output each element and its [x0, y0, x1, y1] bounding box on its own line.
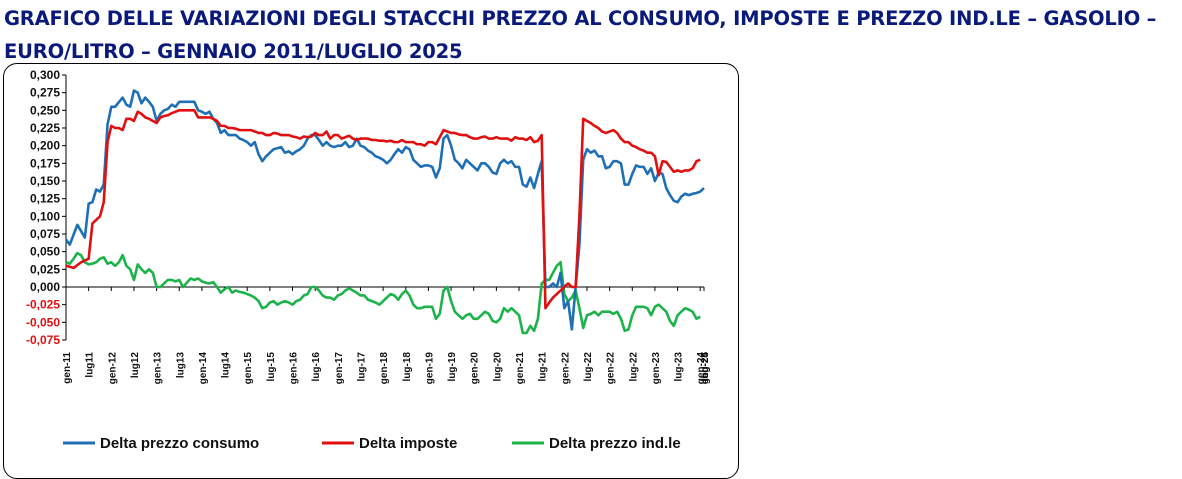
x-tick-label: gen-20 — [470, 352, 481, 385]
y-tick-label: -0,075 — [26, 333, 60, 347]
legend-label: Delta imposte — [359, 435, 457, 452]
y-tick-label: 0,100 — [30, 209, 60, 223]
x-tick-label: lug-25 — [700, 352, 711, 382]
chart-axes — [65, 75, 704, 340]
x-tick-label: lug-17 — [356, 352, 367, 382]
x-tick-label: lug-24 — [700, 352, 711, 382]
series-line-delta-imposte — [65, 109, 701, 310]
x-tick-label: lug-20 — [492, 352, 503, 382]
legend-label: Delta prezzo consumo — [100, 435, 259, 452]
x-tick-label: gen-24 — [696, 352, 707, 385]
x-tick-label: lug-22 — [583, 352, 594, 382]
y-tick-label: -0,050 — [26, 315, 60, 329]
y-tick-label: 0,000 — [30, 280, 60, 294]
x-tick-label: gen-21 — [515, 352, 526, 385]
x-tick-label: gen-23 — [651, 352, 662, 385]
x-tick-label: lug-15 — [266, 352, 277, 382]
x-tick-label: lug12 — [130, 352, 141, 379]
y-axis-ticks: 0,300 0,275 0,250 0,225 0,200 0,175 0,150 0,125… — [26, 68, 66, 347]
x-tick-label: gen-11 — [62, 352, 73, 384]
y-tick-label: 0,025 — [30, 262, 60, 276]
x-tick-label: gen-14 — [198, 352, 209, 385]
x-tick-label: gen-22 — [606, 352, 617, 385]
x-tick-label: lug-23 — [674, 352, 685, 382]
y-tick-label: 0,225 — [30, 121, 60, 135]
y-tick-label: 0,275 — [30, 86, 60, 100]
x-tick-label: lug-18 — [402, 352, 413, 382]
x-tick-label: lug-22 — [628, 352, 639, 382]
x-tick-label: lug-21 — [538, 352, 549, 382]
x-tick-label: lug11 — [85, 352, 96, 378]
x-tick-label: gen-17 — [334, 352, 345, 385]
series-line-delta-prezzo-ind-le — [65, 251, 701, 335]
x-tick-label: lug-16 — [311, 352, 322, 382]
x-tick-label: gen-15 — [243, 352, 254, 385]
x-tick-label: lug14 — [221, 352, 232, 379]
y-tick-label: 0,075 — [30, 227, 60, 241]
chart-title-line-2: EURO/LITRO – GENNAIO 2011/LUGLIO 2025 — [4, 40, 463, 63]
x-tick-label: gen-22 — [560, 352, 571, 385]
series-lines — [64, 89, 705, 335]
chart-title: GRAFICO DELLE VARIAZIONI DEGLI STACCHI P… — [4, 2, 1180, 68]
y-tick-label: 0,250 — [30, 103, 60, 117]
series-line-delta-prezzo-consumo — [64, 89, 705, 331]
x-tick-label: lug13 — [175, 352, 186, 379]
y-tick-label: 0,150 — [30, 174, 60, 188]
legend-label: Delta prezzo ind.le — [549, 435, 681, 452]
y-tick-label: 0,175 — [30, 156, 60, 170]
y-tick-label: 0,125 — [30, 192, 60, 206]
y-tick-label: 0,050 — [30, 245, 60, 259]
x-tick-label: gen-16 — [289, 352, 300, 385]
x-tick-label: gen-25 — [700, 352, 711, 385]
x-tick-label: gen-19 — [424, 352, 435, 385]
x-tick-label: gen-13 — [153, 352, 164, 385]
y-tick-label: 0,200 — [30, 139, 60, 153]
y-tick-label: -0,025 — [26, 298, 60, 312]
y-tick-label: 0,300 — [30, 68, 60, 82]
x-tick-label: gen-12 — [107, 352, 118, 385]
chart-legend: Delta prezzo consumo Delta imposte Delta p… — [63, 435, 681, 452]
x-axis-ticks: gen-11 lug11 gen-12 lug12 gen-13 lug13 gen-14 l… — [62, 287, 711, 384]
x-tick-label: lug-19 — [447, 352, 458, 382]
chart-title-line-1: GRAFICO DELLE VARIAZIONI DEGLI STACCHI P… — [4, 7, 1157, 30]
x-tick-label: gen-18 — [379, 352, 390, 385]
